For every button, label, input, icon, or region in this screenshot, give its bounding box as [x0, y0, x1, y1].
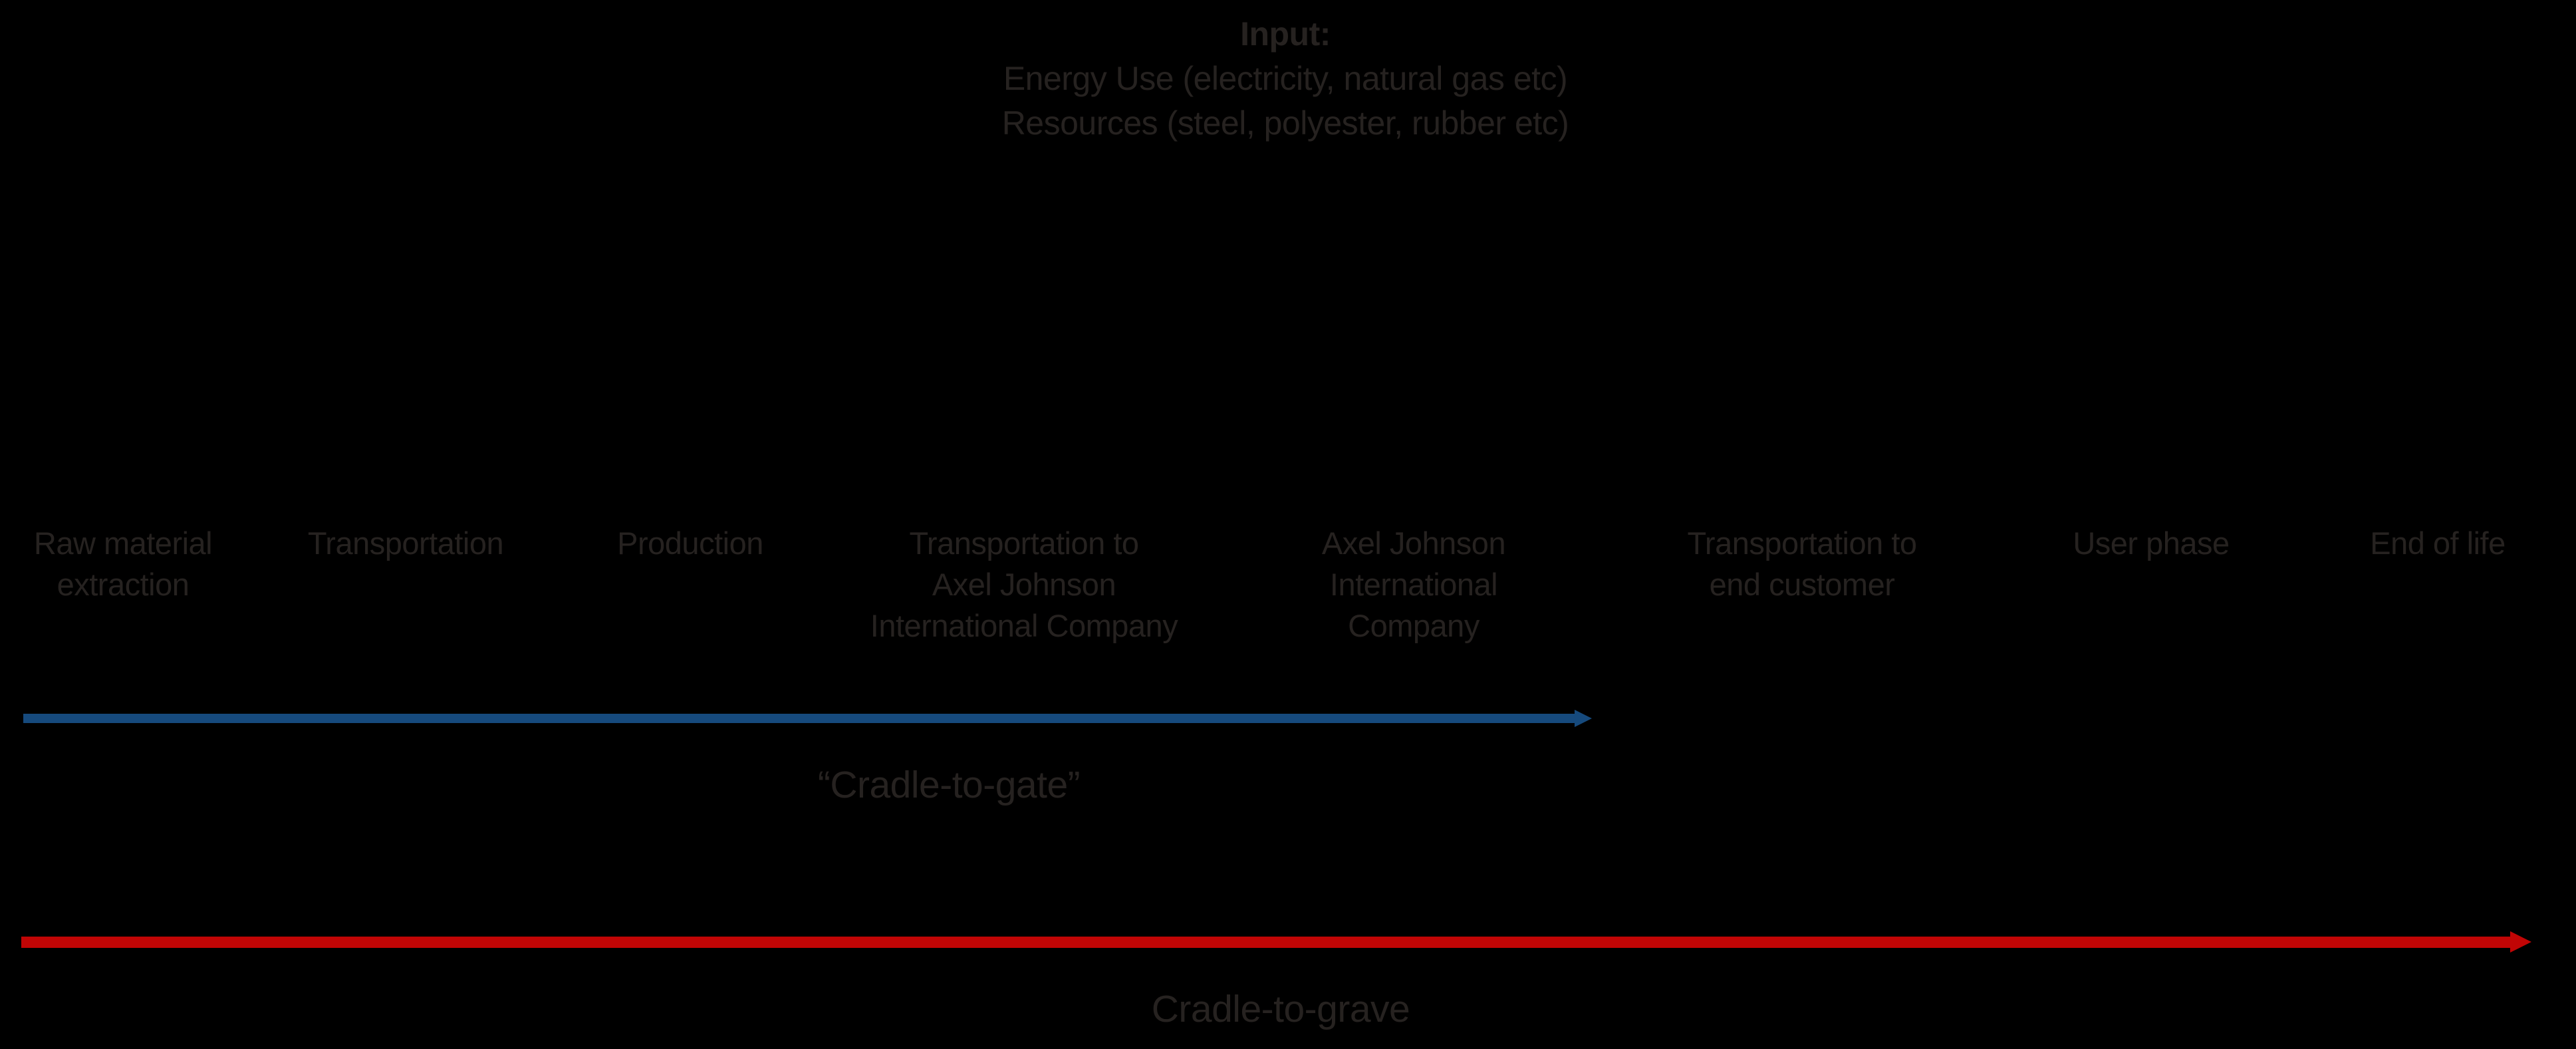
stage-transportation: Transportation — [307, 525, 504, 561]
stage-raw-material-extraction: Raw material extraction — [33, 525, 213, 602]
cradle-to-grave-label: Cradle-to-grave — [1151, 988, 1410, 1030]
input-line-resources: Resources (steel, polyester, rubber etc) — [1001, 104, 1569, 142]
cradle-to-gate-arrow — [23, 714, 1575, 723]
stage-transportation-to-end-customer: Transportation to end customer — [1687, 525, 1917, 602]
input-title: Input: — [1240, 15, 1331, 53]
stage-production: Production — [617, 525, 763, 561]
cradle-to-grave-arrowhead-icon — [2510, 931, 2531, 953]
cradle-to-grave-arrow — [21, 937, 2510, 948]
input-line-energy: Energy Use (electricity, natural gas etc… — [1003, 60, 1568, 97]
cradle-to-gate-arrowhead-icon — [1575, 710, 1592, 727]
stage-end-of-life: End of life — [2370, 525, 2506, 561]
input-block: Input: Energy Use (electricity, natural … — [1002, 12, 1569, 146]
stage-axel-johnson-international: Axel Johnson International Company — [1321, 525, 1506, 643]
stage-user-phase: User phase — [2073, 525, 2230, 561]
stage-transportation-to-axel-johnson: Transportation to Axel Johnson Internati… — [870, 525, 1178, 643]
cradle-to-gate-label: “Cradle-to-gate” — [817, 764, 1081, 806]
